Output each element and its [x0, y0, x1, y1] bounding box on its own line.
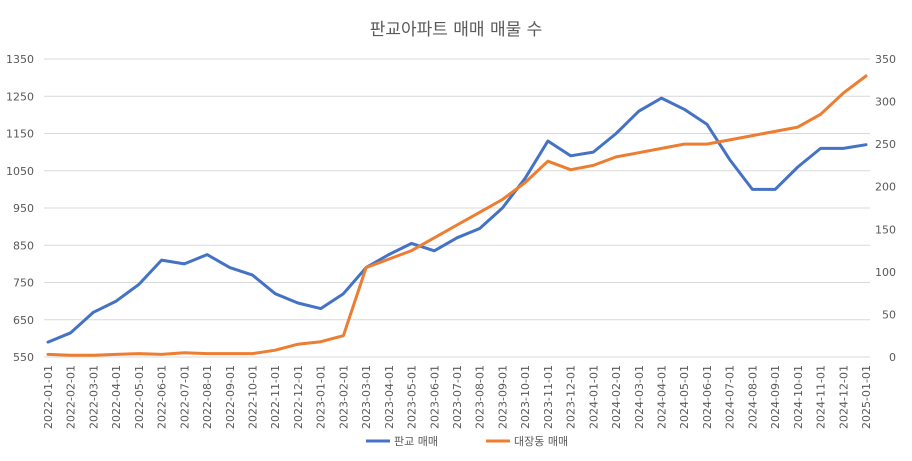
x-tick-label: 2024-09-01: [769, 365, 782, 429]
x-tick-label: 2023-03-01: [360, 365, 373, 429]
x-tick-label: 2022-08-01: [201, 365, 214, 429]
legend-label: 대장동 매매: [514, 435, 568, 448]
y-left-tick-label: 650: [13, 314, 34, 327]
x-tick-label: 2023-10-01: [519, 365, 532, 429]
x-tick-label: 2022-02-01: [65, 365, 78, 429]
x-tick-label: 2022-06-01: [156, 365, 169, 429]
y-left-tick-label: 1250: [6, 90, 34, 103]
x-tick-label: 2022-10-01: [247, 365, 260, 429]
x-tick-label: 2024-04-01: [656, 365, 669, 429]
x-tick-label: 2023-02-01: [337, 365, 350, 429]
y-left-tick-label: 1350: [6, 53, 34, 66]
y-right-tick-label: 100: [875, 266, 896, 279]
legend: 판교 매매 대장동 매매: [366, 435, 568, 448]
y-left-tick-label: 550: [13, 351, 34, 364]
x-tick-label: 2024-06-01: [701, 365, 714, 429]
y-right-tick-label: 50: [882, 308, 896, 321]
x-tick-label: 2023-11-01: [542, 365, 555, 429]
x-tick-label: 2023-01-01: [315, 365, 328, 429]
x-tick-label: 2022-04-01: [110, 365, 123, 429]
y-right-axis: 0 50 100 150 200 250 300 350: [875, 53, 896, 364]
y-right-tick-label: 150: [875, 223, 896, 236]
x-tick-label: 2024-03-01: [633, 365, 646, 429]
x-tick-label: 2024-12-01: [837, 365, 850, 429]
series-line-1: [46, 96, 868, 344]
x-tick-label: 2023-04-01: [383, 365, 396, 429]
x-tick-label: 2023-05-01: [406, 365, 419, 429]
series-lines: [46, 74, 868, 357]
series-line-2: [46, 74, 868, 357]
x-tick-label: 2023-09-01: [496, 365, 509, 429]
x-tick-label: 2022-12-01: [292, 365, 305, 429]
y-right-tick-label: 300: [875, 96, 896, 109]
x-tick-label: 2022-09-01: [224, 365, 237, 429]
y-right-tick-label: 200: [875, 181, 896, 194]
x-tick-label: 2022-11-01: [269, 365, 282, 429]
x-tick-label: 2022-05-01: [133, 365, 146, 429]
x-tick-label: 2024-02-01: [610, 365, 623, 429]
chart-title: 판교아파트 매매 매물 수: [370, 20, 543, 40]
x-tick-label: 2023-06-01: [428, 365, 441, 429]
x-tick-label: 2024-01-01: [587, 365, 600, 429]
y-left-tick-label: 950: [13, 202, 34, 215]
y-left-tick-label: 1150: [6, 128, 34, 141]
legend-label: 판교 매매: [394, 435, 438, 448]
y-left-axis: 550 650 750 850 950 1050 1150 1250 1350: [6, 53, 34, 364]
x-tick-label: 2025-01-01: [860, 365, 873, 429]
y-right-tick-label: 250: [875, 138, 896, 151]
x-tick-label: 2022-07-01: [178, 365, 191, 429]
y-right-tick-label: 350: [875, 53, 896, 66]
y-left-tick-label: 750: [13, 277, 34, 290]
x-tick-label: 2024-07-01: [724, 365, 737, 429]
x-tick-label: 2023-08-01: [474, 365, 487, 429]
x-tick-label: 2024-10-01: [792, 365, 805, 429]
x-tick-label: 2024-05-01: [678, 365, 691, 429]
gridlines: [44, 58, 870, 358]
x-tick-label: 2024-08-01: [746, 365, 759, 429]
x-tick-label: 2023-07-01: [451, 365, 464, 429]
x-tick-label: 2022-03-01: [87, 365, 100, 429]
x-tick-label: 2022-01-01: [42, 365, 55, 429]
x-axis: 2022-01-01 2022-02-01 2022-03-01 2022-04-01…: [42, 365, 873, 429]
x-tick-label: 2023-12-01: [565, 365, 578, 429]
y-right-tick-label: 0: [889, 351, 896, 364]
y-left-tick-label: 1050: [6, 165, 34, 178]
x-tick-label: 2024-11-01: [815, 365, 828, 429]
y-left-tick-label: 850: [13, 239, 34, 252]
